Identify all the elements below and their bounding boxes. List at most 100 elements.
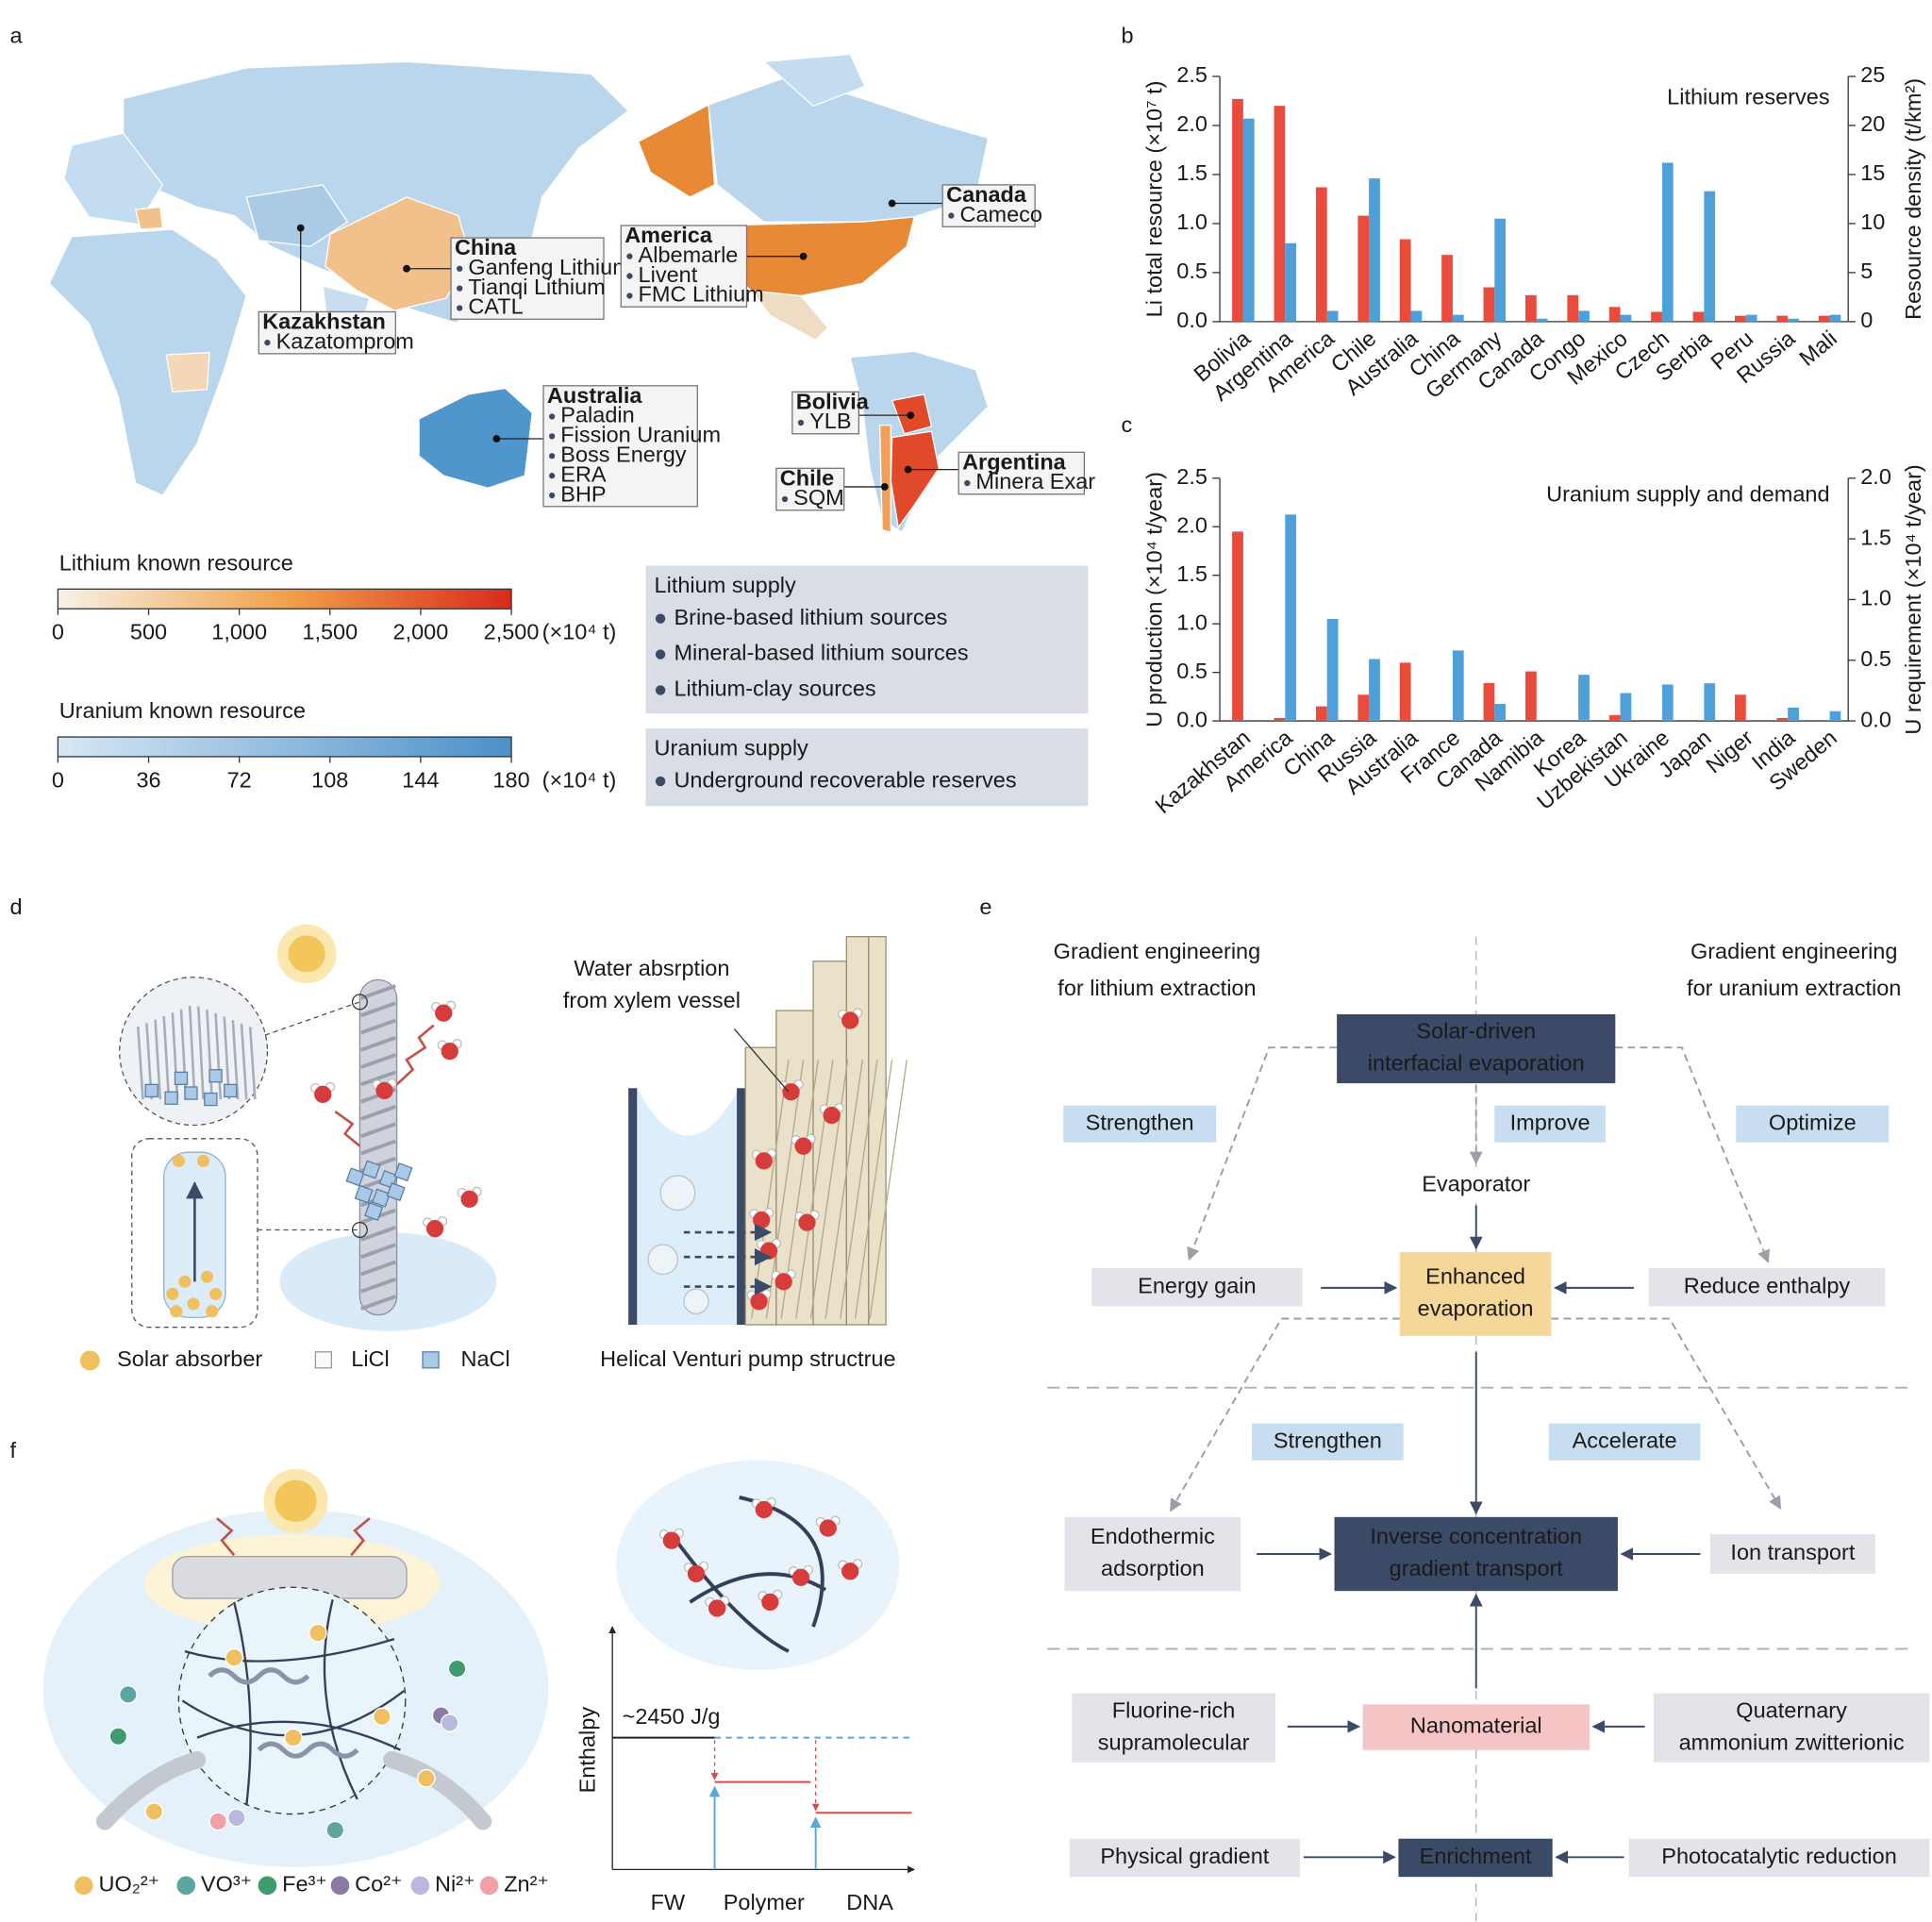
node-label: Evaporator bbox=[1422, 1172, 1530, 1196]
water-o bbox=[823, 1106, 841, 1125]
x-tick-label: Niger bbox=[1701, 725, 1757, 777]
y2-tick-label: 15 bbox=[1860, 160, 1885, 185]
location-dot bbox=[492, 435, 501, 443]
crystal bbox=[144, 1083, 158, 1098]
fiber bbox=[240, 1023, 248, 1100]
legend-label: LiCl bbox=[351, 1346, 389, 1371]
y-tick-label: 0.0 bbox=[1176, 308, 1208, 332]
node-box bbox=[1548, 1423, 1701, 1461]
crystal bbox=[184, 1086, 198, 1100]
node-label: Nanomaterial bbox=[1410, 1713, 1542, 1738]
region-name: Australia bbox=[547, 383, 642, 408]
legend-label: Solar absorber bbox=[117, 1346, 262, 1371]
region-name: Kazakhstan bbox=[262, 309, 386, 333]
heat-wave bbox=[216, 1517, 236, 1557]
absorber bbox=[209, 1287, 223, 1300]
location-dot bbox=[904, 465, 912, 474]
water-o bbox=[794, 1137, 812, 1155]
heat-wave bbox=[350, 1517, 371, 1557]
polymer-chain bbox=[233, 1601, 252, 1806]
bar bbox=[1399, 662, 1411, 722]
crystal bbox=[361, 1160, 381, 1179]
bullet bbox=[549, 433, 556, 440]
axis-title: Enthalpy bbox=[575, 1707, 600, 1794]
dna-strand bbox=[670, 1532, 790, 1653]
y-tick-label: 0.5 bbox=[1176, 659, 1208, 683]
x-label: FW bbox=[651, 1890, 686, 1914]
ion bbox=[308, 1623, 327, 1643]
helix-stripe bbox=[360, 1018, 396, 1035]
location-dot bbox=[888, 199, 896, 208]
fiber bbox=[248, 1027, 257, 1100]
colorbar-tick-label: 2,000 bbox=[393, 620, 449, 644]
xylem-fiber bbox=[809, 1060, 849, 1319]
supply-title: Lithium supply bbox=[655, 573, 796, 597]
colorbar-tick-label: 108 bbox=[311, 767, 348, 792]
company-name: ERA bbox=[560, 461, 607, 486]
water-o bbox=[425, 1220, 444, 1238]
node-box bbox=[1064, 1516, 1241, 1592]
bar bbox=[1788, 707, 1799, 722]
region-name: Bolivia bbox=[796, 389, 870, 413]
bullet bbox=[549, 492, 556, 499]
helix-stripe bbox=[360, 1260, 396, 1277]
colorbar-tick-label: 1,000 bbox=[211, 620, 267, 644]
colorbar-unit: (×10⁴ t) bbox=[542, 767, 617, 792]
fiber bbox=[136, 1026, 144, 1100]
colorbar-tick-label: 0 bbox=[52, 767, 64, 792]
helix-stripe bbox=[360, 1122, 396, 1139]
x-label: DNA bbox=[846, 1890, 893, 1914]
bullet bbox=[264, 339, 271, 346]
map-region bbox=[637, 103, 716, 198]
crystal bbox=[393, 1162, 413, 1182]
polymer-chain bbox=[323, 1599, 358, 1800]
xylem-fiber bbox=[751, 1060, 790, 1319]
ion bbox=[208, 1812, 227, 1831]
panel-label: f bbox=[9, 1438, 16, 1462]
map-region bbox=[245, 184, 349, 247]
chart-title: Lithium reserves bbox=[1667, 85, 1829, 109]
panel-label: c bbox=[1122, 412, 1133, 437]
y-axis-title: U production (×10⁴ t/year) bbox=[1141, 472, 1166, 727]
bubble bbox=[659, 1175, 696, 1212]
node-label: Fluorine-rich bbox=[1112, 1697, 1236, 1722]
y2-tick-label: 20 bbox=[1860, 111, 1885, 136]
bar bbox=[1274, 717, 1286, 722]
node-label: Improve bbox=[1510, 1110, 1591, 1134]
fiber bbox=[154, 1019, 162, 1100]
crystal bbox=[345, 1167, 365, 1187]
inset-anchor bbox=[351, 994, 368, 1011]
crystal bbox=[174, 1071, 189, 1086]
crystal bbox=[204, 1092, 218, 1107]
water-o bbox=[708, 1599, 726, 1617]
helix-stripe bbox=[360, 1277, 396, 1294]
supply-item: Underground recoverable reserves bbox=[674, 767, 1016, 792]
polymer-chain bbox=[184, 1637, 395, 1663]
crystal bbox=[208, 1069, 223, 1083]
colorbar-tick-label: 72 bbox=[227, 767, 252, 792]
xylem-wall bbox=[868, 935, 887, 1326]
xylem-fiber bbox=[824, 1060, 863, 1319]
company-box bbox=[775, 467, 845, 511]
inset-circle bbox=[119, 977, 269, 1127]
node-label: Strengthen bbox=[1086, 1110, 1194, 1134]
legend-label: Fe³⁺ bbox=[282, 1872, 327, 1897]
bar bbox=[1788, 318, 1799, 322]
company-box bbox=[450, 237, 605, 320]
legend-ion bbox=[73, 1875, 94, 1897]
fiber bbox=[188, 1005, 196, 1100]
bar bbox=[1692, 311, 1705, 322]
company-name: BHP bbox=[560, 481, 606, 506]
bullet bbox=[964, 479, 971, 487]
region-name: America bbox=[625, 223, 713, 247]
water-o bbox=[435, 1004, 453, 1022]
map-region bbox=[762, 53, 866, 108]
legend-label: NaCl bbox=[460, 1346, 509, 1371]
node-box bbox=[1091, 1267, 1303, 1307]
company-name: Albemarle bbox=[639, 242, 739, 267]
inset-connector bbox=[264, 1001, 360, 1036]
water-o bbox=[819, 1519, 837, 1537]
company-name: Paladin bbox=[560, 403, 634, 427]
bar bbox=[1536, 318, 1548, 322]
crystal bbox=[164, 1091, 178, 1105]
